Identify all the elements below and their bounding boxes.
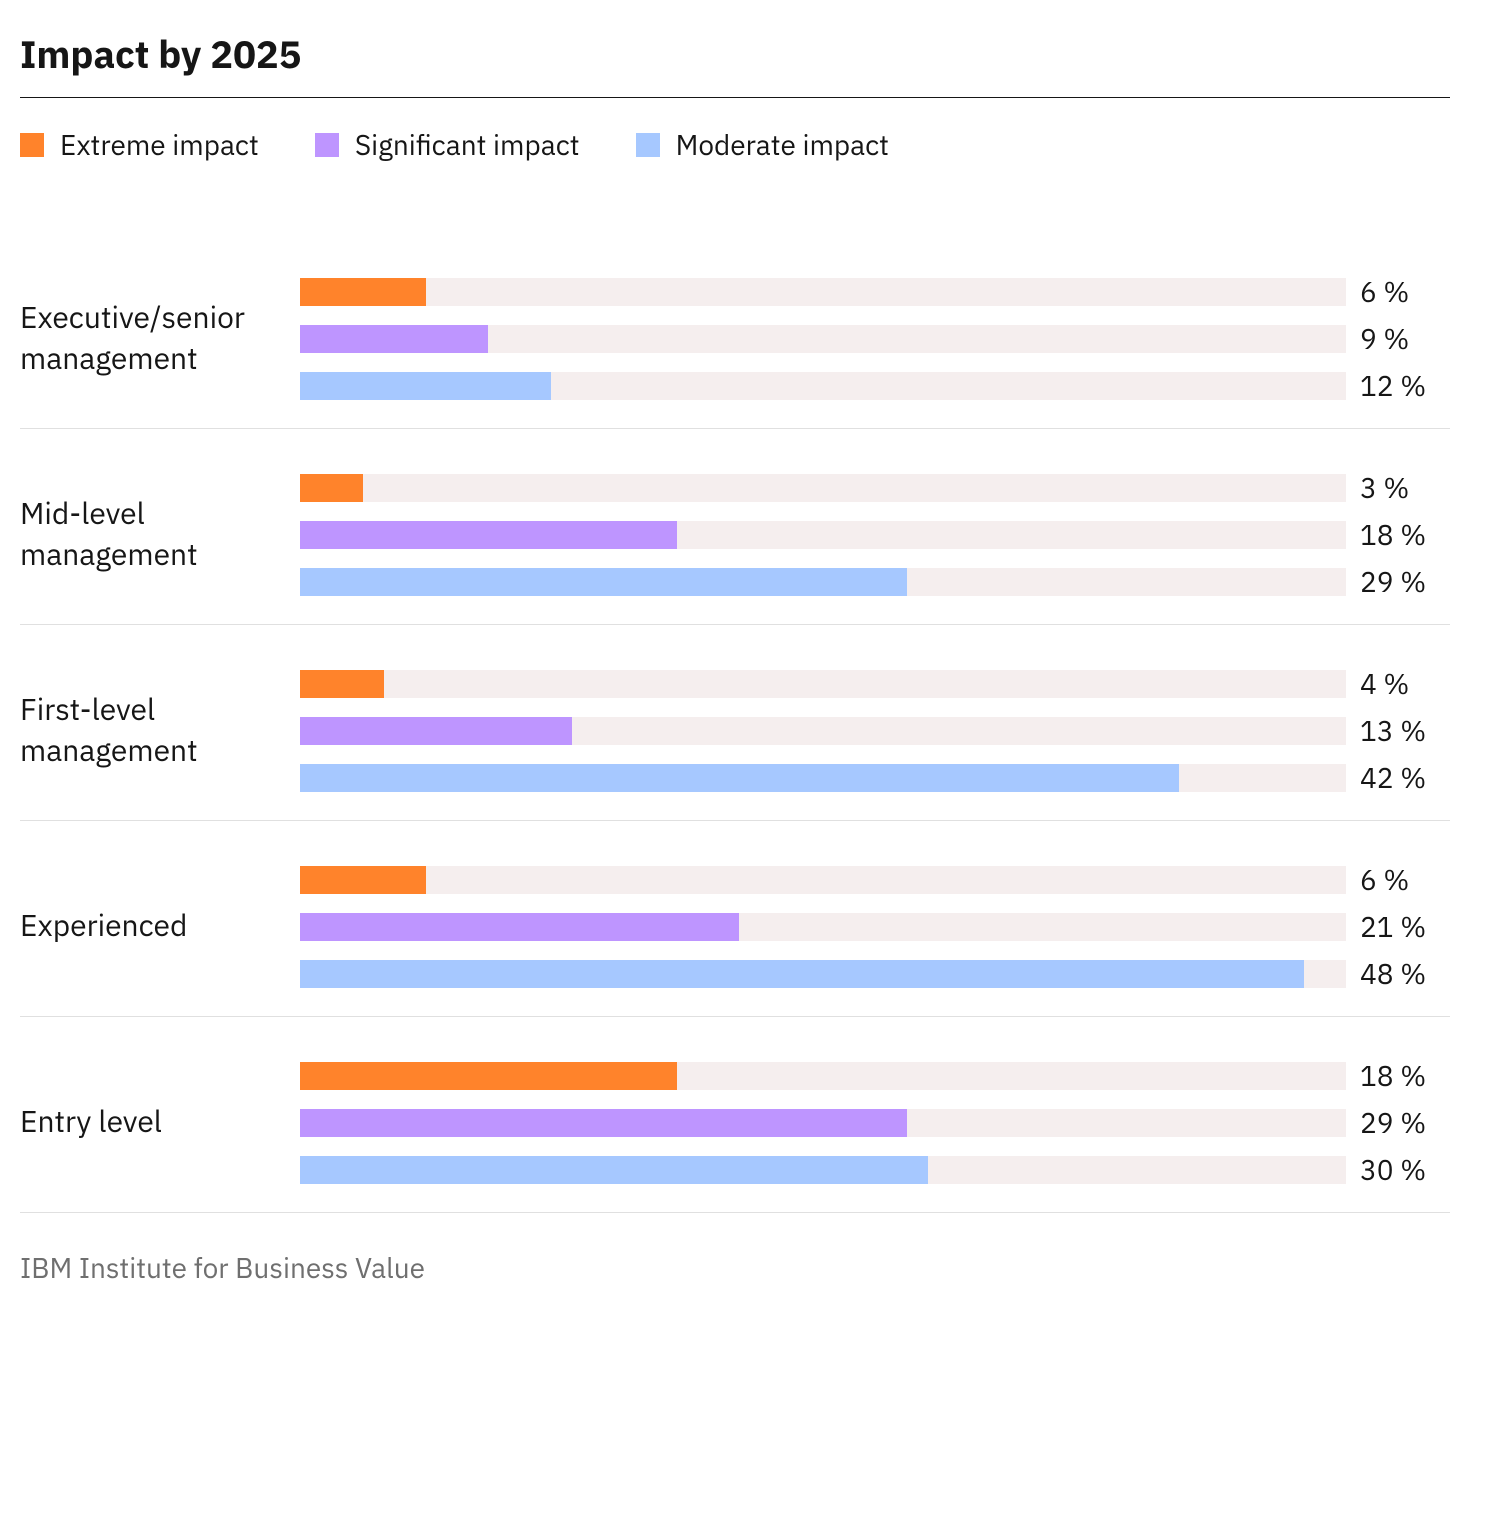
chart-title: Impact by 2025 [20,30,1450,79]
legend-swatch [315,133,339,157]
legend-item-significant: Significant impact [315,126,580,163]
chart-group: Experienced 6 % 21 % 48 % [20,821,1450,1017]
group-bars: 6 % 21 % 48 % [300,861,1450,992]
group-bars: 4 % 13 % 42 % [300,665,1450,796]
bar-row-extreme: 6 % [300,861,1450,898]
bar-value: 18 % [1360,516,1450,553]
bar-value: 30 % [1360,1151,1450,1188]
bar-fill [300,913,739,941]
chart-group: First-level management 4 % 13 % 42 % [20,625,1450,821]
bar-track [300,568,1346,596]
legend-label: Significant impact [355,126,580,163]
bar-track-bg [300,278,1346,306]
legend: Extreme impact Significant impact Moderate… [20,126,1450,163]
bar-fill [300,474,363,502]
legend-label: Moderate impact [676,126,889,163]
group-label: Executive/senior management [20,298,300,379]
group-bars: 18 % 29 % 30 % [300,1057,1450,1188]
bar-track [300,325,1346,353]
bar-fill [300,372,551,400]
bar-track [300,372,1346,400]
bar-row-significant: 21 % [300,908,1450,945]
bar-row-significant: 9 % [300,320,1450,357]
bar-track [300,1062,1346,1090]
legend-item-extreme: Extreme impact [20,126,259,163]
bar-row-moderate: 12 % [300,367,1450,404]
bar-track [300,717,1346,745]
group-bars: 6 % 9 % 12 % [300,273,1450,404]
bar-fill [300,717,572,745]
bar-track [300,913,1346,941]
bar-value: 6 % [1360,273,1450,310]
bar-track [300,960,1346,988]
group-label: Entry level [20,1102,300,1143]
bar-value: 21 % [1360,908,1450,945]
bar-fill [300,1062,677,1090]
bar-track [300,474,1346,502]
bar-track-bg [300,866,1346,894]
bar-value: 48 % [1360,955,1450,992]
bar-track [300,670,1346,698]
bar-row-significant: 18 % [300,516,1450,553]
bar-row-extreme: 6 % [300,273,1450,310]
bar-value: 42 % [1360,759,1450,796]
bar-track [300,521,1346,549]
chart-group: Mid-level management 3 % 18 % 29 % [20,429,1450,625]
bar-track [300,1156,1346,1184]
bar-value: 3 % [1360,469,1450,506]
bar-fill [300,764,1179,792]
bar-row-significant: 13 % [300,712,1450,749]
bar-fill [300,521,677,549]
bar-value: 13 % [1360,712,1450,749]
legend-swatch [636,133,660,157]
source-text: IBM Institute for Business Value [20,1249,1450,1286]
bar-row-extreme: 3 % [300,469,1450,506]
bar-track [300,764,1346,792]
group-label: Mid-level management [20,494,300,575]
bar-row-moderate: 30 % [300,1151,1450,1188]
bar-fill [300,670,384,698]
bar-row-extreme: 4 % [300,665,1450,702]
bar-value: 18 % [1360,1057,1450,1094]
legend-swatch [20,133,44,157]
chart-group: Executive/senior management 6 % 9 % 12 % [20,233,1450,429]
bar-value: 12 % [1360,367,1450,404]
bar-fill [300,325,488,353]
bar-value: 4 % [1360,665,1450,702]
bar-track [300,866,1346,894]
legend-item-moderate: Moderate impact [636,126,889,163]
legend-label: Extreme impact [60,126,259,163]
bar-track-bg [300,474,1346,502]
bar-track [300,278,1346,306]
bar-row-significant: 29 % [300,1104,1450,1141]
bar-value: 29 % [1360,1104,1450,1141]
chart-group: Entry level 18 % 29 % 30 % [20,1017,1450,1213]
bar-fill [300,1109,907,1137]
bar-track-bg [300,670,1346,698]
bar-fill [300,568,907,596]
bar-value: 9 % [1360,320,1450,357]
bar-fill [300,278,426,306]
group-bars: 3 % 18 % 29 % [300,469,1450,600]
bar-value: 6 % [1360,861,1450,898]
bar-row-moderate: 48 % [300,955,1450,992]
bar-fill [300,866,426,894]
chart-groups: Executive/senior management 6 % 9 % 12 % Mid… [20,233,1450,1213]
bar-value: 29 % [1360,563,1450,600]
bar-row-extreme: 18 % [300,1057,1450,1094]
bar-track [300,1109,1346,1137]
chart-container: Impact by 2025 Extreme impact Significant… [0,0,1500,1336]
group-label: First-level management [20,690,300,771]
bar-fill [300,960,1304,988]
title-rule [20,97,1450,98]
bar-fill [300,1156,928,1184]
bar-row-moderate: 29 % [300,563,1450,600]
bar-row-moderate: 42 % [300,759,1450,796]
group-label: Experienced [20,906,300,947]
